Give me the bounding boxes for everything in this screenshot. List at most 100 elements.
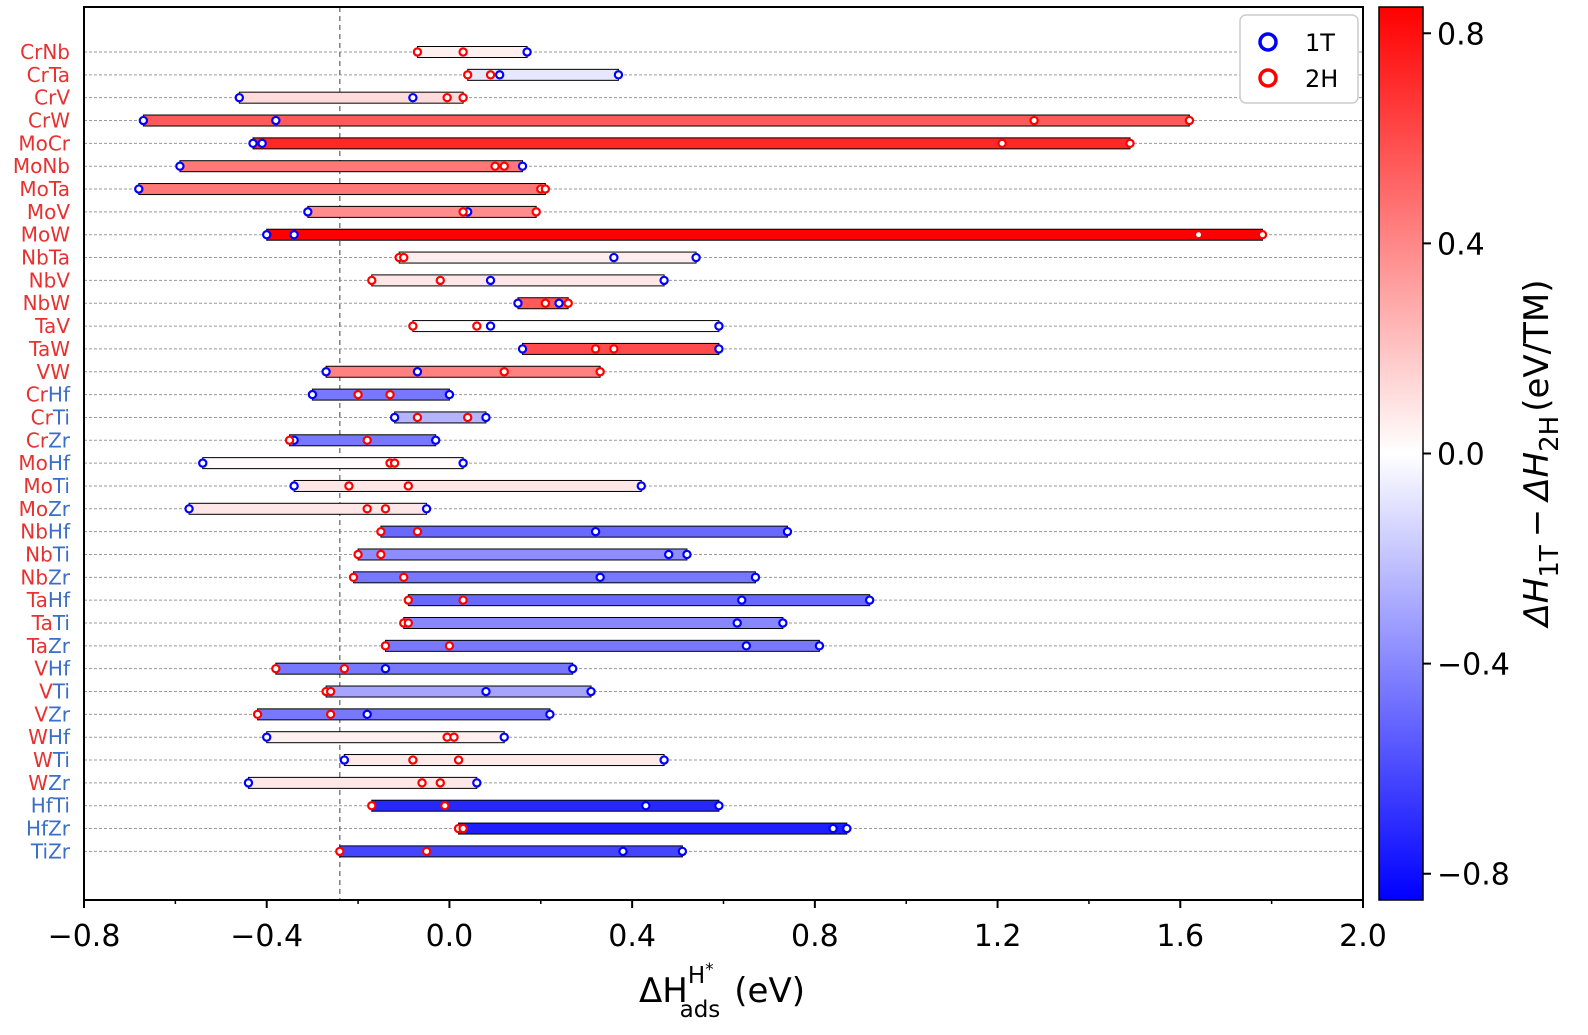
point-1t <box>248 138 258 149</box>
point-1t <box>421 504 432 514</box>
point-1t <box>590 526 601 537</box>
point-1t <box>513 298 523 308</box>
x-tick-label: 2.0 <box>1339 919 1387 954</box>
row-label-element-b: Hf <box>48 725 71 749</box>
row-label-element-b: W <box>50 223 70 247</box>
row-label-element-a: V <box>34 702 48 726</box>
row-label-element-b: W <box>50 109 70 133</box>
point-2h <box>353 389 363 400</box>
row-label: VW <box>37 360 71 384</box>
point-2h <box>344 481 354 491</box>
colorbar-title-a: ΔH <box>1517 578 1557 630</box>
point-1t <box>732 618 742 628</box>
point-1t <box>499 732 509 742</box>
row-label-element-b: Zr <box>48 428 71 452</box>
colorbar-tick-label: 0.0 <box>1437 438 1485 473</box>
point-1t <box>380 663 391 674</box>
row-label: WHf <box>28 725 71 749</box>
point-2h <box>353 549 363 560</box>
point-2h <box>417 778 427 788</box>
range-bar <box>238 91 464 104</box>
row-label-element-a: V <box>34 657 48 681</box>
row-label-element-b: Cr <box>48 131 71 155</box>
row-label: CrNb <box>20 40 70 64</box>
point-1t <box>339 755 350 765</box>
row-label-element-a: V <box>37 360 51 384</box>
point-2h <box>440 801 450 811</box>
range-bar <box>398 251 697 264</box>
point-2h <box>376 526 386 537</box>
range-bar <box>179 160 524 173</box>
row-label-element-b: Hf <box>48 451 71 475</box>
point-1t <box>714 801 724 811</box>
point-2h <box>595 367 605 377</box>
point-1t <box>431 435 441 445</box>
row-label-element-b: V <box>56 86 70 110</box>
row-label-element-a: Nb <box>23 291 51 315</box>
point-2h <box>435 778 445 788</box>
range-bar <box>138 183 546 196</box>
point-1t <box>517 161 528 171</box>
row-label-element-b: Zr <box>48 771 71 795</box>
row-label-element-a: Cr <box>26 383 49 407</box>
x-axis-title-unit: (eV) <box>734 971 805 1011</box>
row-label: TaV <box>34 314 70 338</box>
row-label-element-b: Zr <box>48 634 71 658</box>
row-label-element-a: Nb <box>25 542 53 566</box>
point-2h <box>335 846 345 857</box>
range-bar <box>257 708 551 721</box>
x-tick-label: 0.8 <box>791 919 839 954</box>
point-1t <box>659 755 669 765</box>
row-labels: CrNbCrTaCrVCrWMoCrMoNbMoTaMoVMoWNbTaNbVN… <box>13 40 71 863</box>
point-1t <box>613 70 624 80</box>
range-bar <box>202 457 464 470</box>
row-label: NbV <box>29 268 71 292</box>
row-label-element-a: Cr <box>27 63 50 87</box>
row-label-element-b: Ti <box>52 474 70 498</box>
point-2h <box>1029 115 1039 126</box>
point-2h <box>458 595 468 605</box>
point-1t <box>517 344 528 354</box>
row-label: CrTa <box>27 63 70 87</box>
point-2h <box>458 92 468 103</box>
range-bars <box>138 46 1264 858</box>
point-2h <box>348 572 359 583</box>
point-1t <box>134 184 144 194</box>
x-tick-label: 1.2 <box>974 919 1022 954</box>
range-bar <box>403 617 784 629</box>
row-label-element-a: Cr <box>28 109 51 133</box>
row-label: HfZr <box>26 817 71 841</box>
point-1t <box>659 275 669 286</box>
row-label-element-b: Zr <box>48 497 71 521</box>
point-1t <box>485 275 496 286</box>
row-label-element-a: Hf <box>31 794 54 818</box>
x-axis-title-sub: ads <box>680 997 721 1023</box>
row-label-element-a: Nb <box>20 565 48 589</box>
row-label-element-b: Zr <box>48 565 71 589</box>
row-label-element-b: W <box>50 337 70 361</box>
colorbar-tick-label: −0.4 <box>1437 648 1510 683</box>
colorbar-tick-label: 0.8 <box>1437 17 1485 52</box>
colorbar-ticks: 0.8 0.4 0.0 −0.4 −0.8 <box>1423 17 1510 893</box>
range-bar <box>407 594 871 607</box>
legend-marker-2h <box>1258 68 1278 88</box>
row-label-element-a: Cr <box>20 40 43 64</box>
row-label: NbTa <box>21 246 70 270</box>
point-2h <box>1184 115 1195 126</box>
row-label: WTi <box>33 748 70 772</box>
row-label-element-b: W <box>50 291 70 315</box>
row-label-element-a: W <box>28 725 48 749</box>
point-2h <box>284 435 295 445</box>
range-bar <box>311 388 450 401</box>
legend-box <box>1239 14 1359 104</box>
range-bar <box>380 525 788 538</box>
point-2h <box>325 709 336 720</box>
row-label-element-a: Mo <box>27 200 57 224</box>
row-label: MoNb <box>13 154 70 178</box>
row-label: TaTi <box>31 611 70 635</box>
row-label-element-b: Nb <box>42 40 70 64</box>
colorbar-title: ΔH1T−ΔH2H(eV/TM) <box>1517 280 1565 630</box>
row-label: CrTi <box>31 405 70 429</box>
point-1t <box>778 618 788 628</box>
